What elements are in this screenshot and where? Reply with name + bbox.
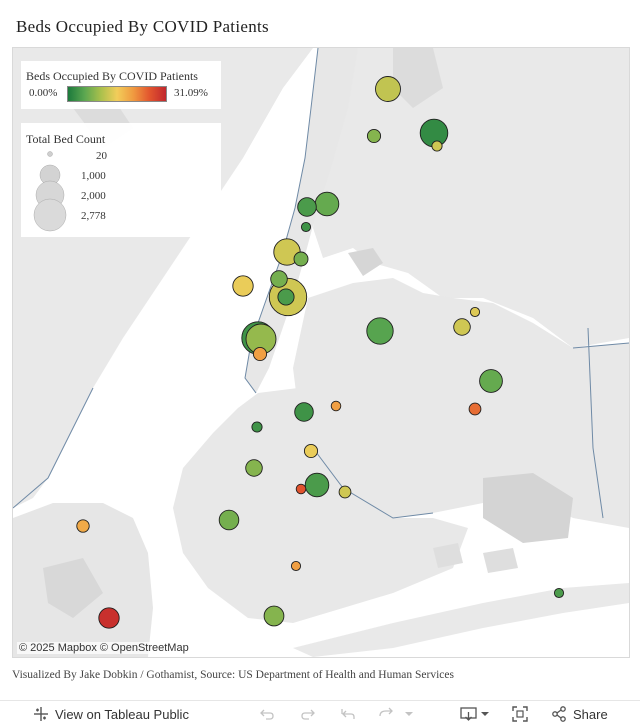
size-swatch	[33, 198, 67, 232]
share-button[interactable]: Share	[551, 706, 608, 722]
hospital-markers[interactable]	[76, 76, 565, 629]
hospital-marker[interactable]	[245, 459, 263, 477]
hospital-marker[interactable]	[469, 306, 481, 318]
size-legend-value: 2,000	[81, 190, 106, 202]
hospital-marker[interactable]	[375, 76, 401, 102]
hospital-marker[interactable]	[294, 402, 314, 422]
hospital-marker[interactable]	[290, 560, 302, 572]
hospital-marker[interactable]	[252, 346, 268, 362]
share-icon	[552, 706, 566, 722]
hospital-marker[interactable]	[479, 369, 503, 393]
size-legend-title: Total Bed Count	[26, 132, 106, 146]
jfk-airport	[483, 473, 573, 543]
hospital-marker[interactable]	[338, 485, 352, 499]
hospital-marker[interactable]	[300, 221, 312, 233]
hospital-marker[interactable]	[330, 400, 342, 412]
hospital-marker[interactable]	[314, 191, 340, 217]
download-icon[interactable]	[460, 706, 490, 722]
rockaway-land	[293, 583, 629, 657]
source-caption: Visualized By Jake Dobkin / Gothamist, S…	[12, 669, 454, 681]
hospital-marker[interactable]	[293, 251, 309, 267]
fullscreen-icon[interactable]	[511, 706, 529, 722]
map[interactable]: Beds Occupied By COVID Patients 0.00% 31…	[12, 47, 630, 658]
size-legend-value: 2,778	[81, 210, 106, 222]
border-line	[13, 387, 94, 509]
hospital-marker[interactable]	[303, 443, 319, 459]
hospital-marker[interactable]	[297, 197, 317, 217]
tableau-logo-icon	[34, 707, 48, 721]
hospital-marker[interactable]	[295, 483, 307, 495]
size-legend: Total Bed Count 20 1,000 2,000 2,778	[21, 123, 221, 237]
color-legend-title: Beds Occupied By COVID Patients	[26, 69, 198, 83]
refresh-icon[interactable]	[376, 706, 416, 722]
hospital-marker[interactable]	[270, 270, 288, 288]
hospital-marker[interactable]	[304, 472, 330, 498]
size-legend-value: 20	[96, 150, 107, 162]
page-title: Beds Occupied By COVID Patients	[16, 17, 269, 36]
marsh-island	[483, 548, 518, 573]
view-on-tableau-label: View on Tableau Public	[55, 706, 189, 722]
revert-icon[interactable]	[339, 706, 357, 722]
park-area	[43, 558, 103, 618]
hospital-marker[interactable]	[553, 587, 565, 599]
undo-icon[interactable]	[258, 706, 276, 722]
hospital-marker[interactable]	[251, 421, 263, 433]
bronx-land	[313, 48, 629, 348]
marsh-island	[433, 543, 463, 568]
hospital-marker[interactable]	[76, 519, 90, 533]
color-ramp	[67, 86, 167, 102]
hospital-marker[interactable]	[453, 318, 471, 336]
brooklyn-land	[173, 388, 468, 623]
size-legend-value: 1,000	[81, 170, 106, 182]
size-legend-shapes	[33, 151, 67, 232]
view-on-tableau-button[interactable]: View on Tableau Public	[33, 706, 189, 722]
hospital-marker[interactable]	[232, 275, 254, 297]
tableau-toolbar: View on Tableau Public Share	[0, 700, 640, 728]
hospital-marker[interactable]	[431, 140, 443, 152]
hospital-marker[interactable]	[366, 128, 382, 144]
hospital-marker[interactable]	[98, 607, 120, 629]
color-legend-min: 0.00%	[29, 87, 58, 99]
border-line	[572, 342, 629, 349]
park-area	[393, 48, 443, 108]
hospital-marker[interactable]	[277, 288, 295, 306]
map-attribution[interactable]: © 2025 Mapbox © OpenStreetMap	[17, 642, 191, 654]
hospital-marker[interactable]	[218, 509, 240, 531]
color-legend: Beds Occupied By COVID Patients 0.00% 31…	[21, 61, 221, 109]
hospital-marker[interactable]	[468, 402, 482, 416]
map-canvas[interactable]	[13, 48, 629, 657]
color-legend-max: 31.09%	[174, 87, 208, 99]
share-label: Share	[573, 706, 608, 722]
redo-icon[interactable]	[299, 706, 317, 722]
border-line	[312, 447, 434, 519]
park-area	[348, 248, 383, 276]
hospital-marker[interactable]	[366, 317, 394, 345]
size-swatch	[47, 151, 53, 157]
hospital-marker[interactable]	[263, 605, 285, 627]
border-line	[587, 327, 604, 519]
